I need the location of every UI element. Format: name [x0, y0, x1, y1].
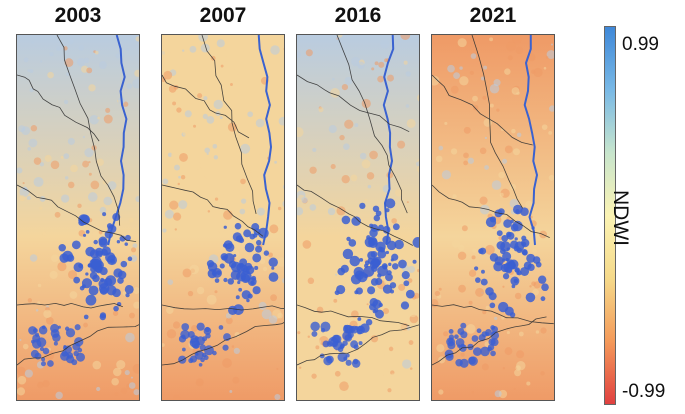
colorbar-min-label: -0.99	[622, 381, 666, 402]
map-2021	[432, 35, 554, 400]
map-panel-2003	[16, 34, 140, 401]
map-panel-2021	[431, 34, 555, 401]
map-panel-2007	[161, 34, 285, 401]
map-2016	[297, 35, 419, 400]
year-title-2016: 2016	[334, 4, 382, 27]
year-title-2007: 2007	[199, 4, 247, 27]
map-2003	[17, 35, 139, 400]
year-title-2021: 2021	[469, 4, 517, 27]
colorbar	[604, 26, 616, 405]
year-title-2003: 2003	[54, 4, 102, 27]
colorbar-max-label: 0.99	[622, 34, 659, 55]
map-2007	[162, 35, 284, 400]
colorbar-title: NDWI	[609, 190, 632, 246]
map-panel-2016	[296, 34, 420, 401]
